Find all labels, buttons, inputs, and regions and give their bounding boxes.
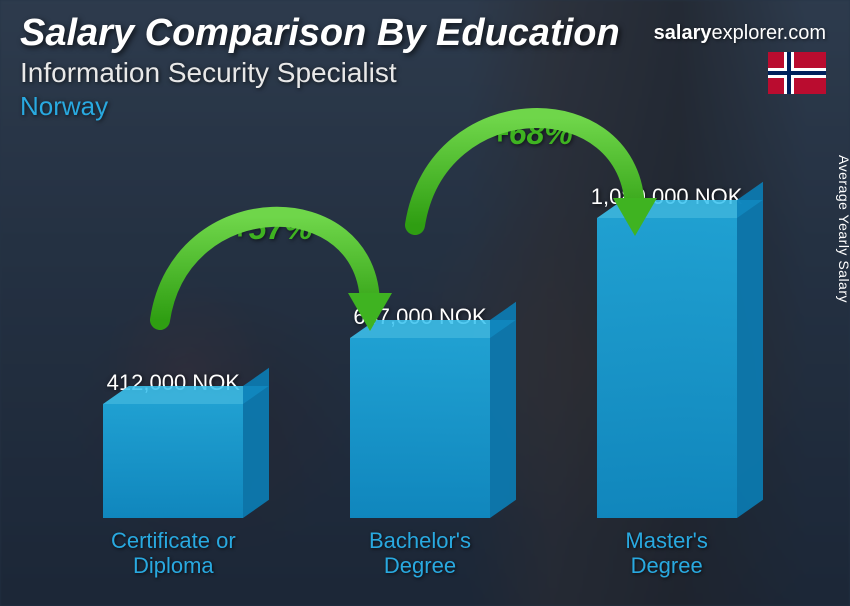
bar-0: 412,000 NOKCertificate orDiploma [83, 370, 263, 580]
bar-1: 647,000 NOKBachelor'sDegree [330, 304, 510, 580]
country-name: Norway [20, 91, 830, 122]
branding: salaryexplorer.com [654, 22, 826, 45]
y-axis-label: Average Yearly Salary [836, 155, 850, 303]
job-title: Information Security Specialist [20, 57, 830, 89]
bar-shape [597, 218, 737, 518]
salary-bar-chart: 412,000 NOKCertificate orDiploma 647,000 … [50, 180, 790, 580]
norway-flag-icon [768, 52, 826, 94]
bar-category-label: Certificate orDiploma [111, 528, 236, 580]
increase-label-1: +68% [490, 115, 573, 152]
bar-category-label: Master'sDegree [625, 528, 707, 580]
increase-label-0: +57% [230, 210, 313, 247]
branding-rest: explorer.com [712, 22, 827, 44]
bar-shape [103, 404, 243, 518]
bar-2: 1,080,000 NOKMaster'sDegree [577, 184, 757, 580]
bar-category-label: Bachelor'sDegree [369, 528, 471, 580]
bar-shape [350, 338, 490, 518]
branding-bold: salary [654, 22, 712, 44]
